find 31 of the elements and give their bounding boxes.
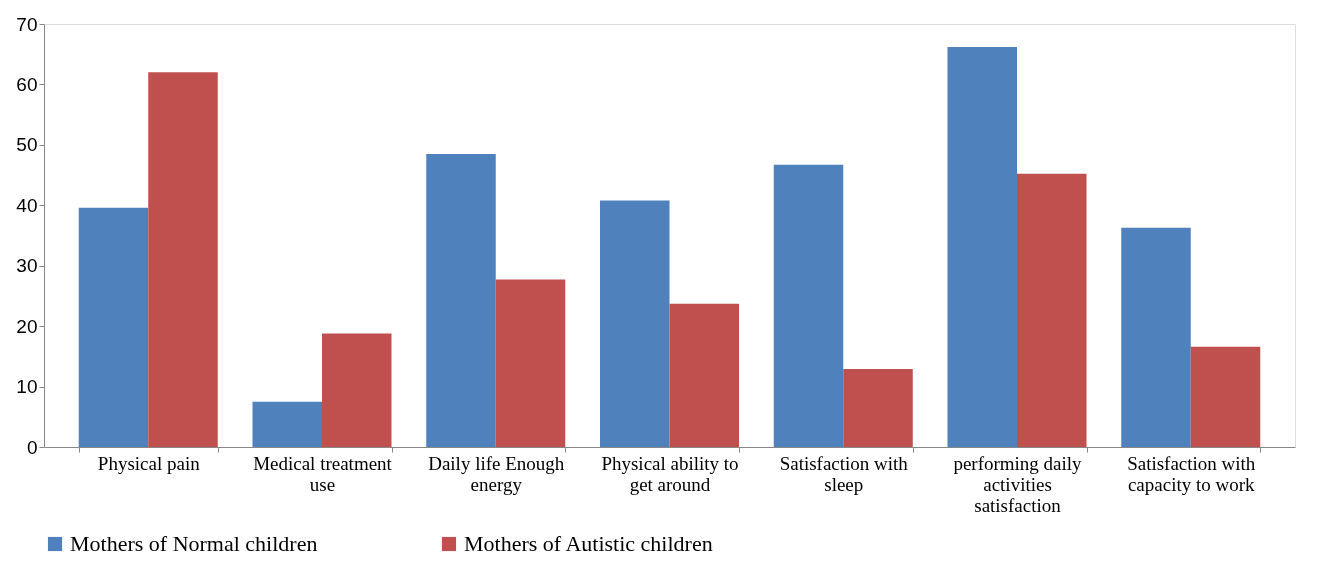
bar [947, 46, 1017, 447]
legend-label: Mothers of Normal children [70, 531, 318, 556]
x-tick-label: Physical pain [97, 452, 201, 474]
x-tick-label: Satisfaction with capacity to work [1127, 452, 1256, 495]
y-tick-label: 30 [16, 255, 38, 277]
bar [322, 333, 392, 447]
y-tick-label: 0 [26, 436, 38, 458]
bar [1190, 346, 1261, 447]
x-tick-label: Physical ability to get around [601, 452, 739, 495]
x-tick-label: Medical treatment use [253, 452, 393, 495]
bar [495, 279, 566, 447]
bar [669, 303, 739, 447]
x-tick-label: performing daily activities satisfaction [953, 452, 1083, 516]
y-tick-label: 70 [16, 13, 38, 35]
bar [148, 72, 218, 447]
y-tick-label: 20 [16, 315, 38, 337]
x-tick-label: Satisfaction with sleep [779, 452, 909, 495]
legend-label: Mothers of Autistic children [464, 531, 713, 556]
bar [1121, 227, 1191, 447]
x-tick-label: Daily life Enough energy [428, 452, 565, 495]
y-tick-label: 40 [16, 194, 38, 216]
y-tick-label: 60 [16, 73, 38, 95]
y-tick-label: 50 [16, 134, 38, 156]
bar [252, 401, 322, 447]
bar [600, 200, 670, 447]
y-tick-label: 10 [16, 376, 38, 398]
bar [843, 369, 913, 447]
bar [773, 164, 844, 447]
bar [1017, 173, 1087, 447]
bar [78, 207, 149, 447]
bar [426, 153, 496, 447]
